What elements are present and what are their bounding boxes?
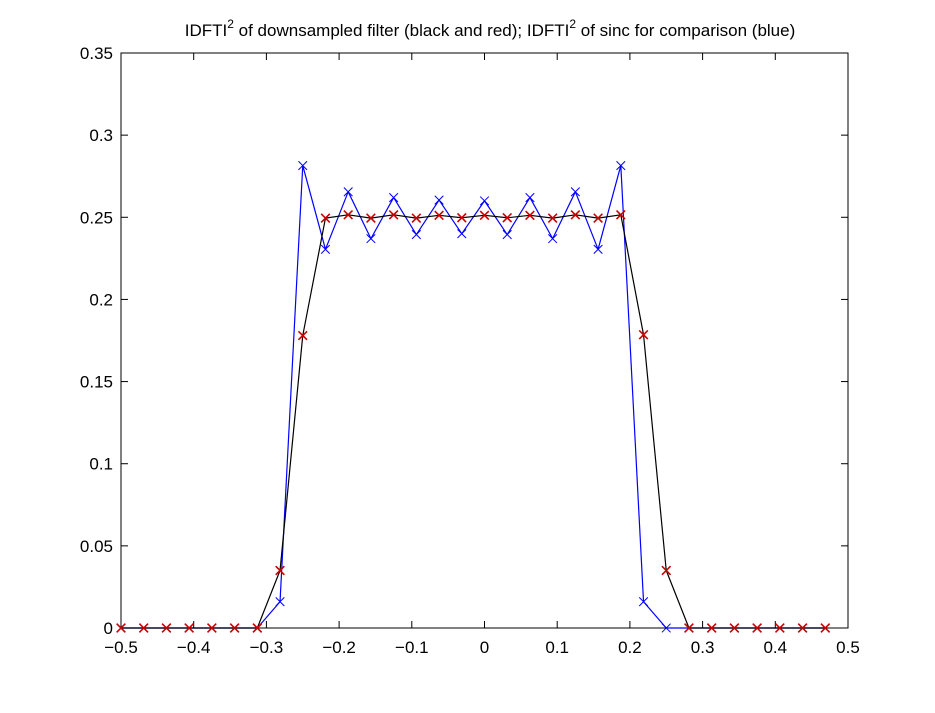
data-point-marker: [593, 244, 603, 254]
series-line: [121, 214, 826, 629]
data-point-marker: [616, 160, 626, 171]
data-point-marker: [298, 160, 308, 171]
data-point-marker: [684, 623, 694, 633]
chart-title: IDFTI2 of downsampled filter (black and …: [185, 17, 796, 40]
data-point-marker: [434, 195, 444, 205]
data-point-marker: [638, 329, 649, 340]
data-point-marker: [570, 187, 581, 197]
x-tick-label: 0.5: [836, 638, 860, 657]
data-point-marker: [252, 623, 263, 633]
title-part-3: of sinc for comparison (blue): [576, 21, 795, 40]
x-tick-label: −0.2: [322, 638, 356, 657]
y-tick-label: 0.3: [89, 126, 113, 145]
data-point-marker: [343, 187, 353, 197]
data-point-marker: [479, 196, 490, 206]
data-point-marker: [343, 209, 354, 220]
data-point-marker: [456, 212, 467, 223]
y-tick-label: 0.15: [80, 373, 113, 392]
data-point-marker: [774, 623, 785, 633]
data-point-marker: [547, 213, 558, 223]
data-point-marker: [661, 565, 672, 576]
data-point-marker: [275, 597, 285, 607]
data-point-marker: [729, 623, 740, 633]
x-tick-label: −0.5: [104, 638, 138, 657]
y-tick-label: 0.2: [89, 290, 113, 309]
data-point-marker: [116, 623, 126, 633]
y-tick-label: 0.25: [80, 208, 113, 227]
data-point-marker: [479, 210, 490, 221]
data-point-marker: [411, 213, 422, 223]
series-1: [116, 209, 831, 633]
axis-ticks: −0.5 −0.4 −0.3 −0.2 −0.1 0 0.1 0.2 0.3 0.4 0.5 0 0.0…: [80, 44, 860, 657]
data-point-marker: [797, 623, 808, 633]
data-point-marker: [388, 192, 399, 203]
data-point-marker: [388, 209, 399, 220]
data-point-marker: [548, 233, 558, 244]
data-series: [116, 160, 831, 633]
data-point-marker: [366, 213, 376, 223]
data-point-marker: [638, 597, 649, 607]
data-point-marker: [570, 209, 581, 220]
data-point-marker: [457, 229, 467, 239]
title-part-2: of downsampled filter (black and red); I…: [234, 21, 569, 40]
data-point-marker: [706, 623, 717, 633]
data-point-marker: [502, 229, 512, 240]
data-point-marker: [320, 244, 331, 254]
title-superscript-2: 2: [569, 17, 576, 31]
x-tick-label: 0.3: [691, 638, 715, 657]
data-point-marker: [297, 330, 308, 341]
data-point-marker: [525, 210, 535, 221]
data-point-marker: [320, 213, 331, 223]
x-tick-label: −0.4: [177, 638, 211, 657]
x-tick-label: 0.1: [545, 638, 569, 657]
data-point-marker: [366, 233, 376, 244]
data-point-marker: [275, 565, 285, 576]
data-point-marker: [502, 212, 513, 223]
data-point-marker: [207, 623, 217, 633]
y-tick-label: 0.35: [80, 44, 113, 63]
plot-area: [120, 52, 849, 629]
data-point-marker: [525, 192, 535, 203]
data-point-marker: [138, 623, 149, 633]
data-point-marker: [820, 623, 831, 633]
y-tick-label: 0.05: [80, 537, 113, 556]
x-tick-label: −0.1: [395, 638, 429, 657]
data-point-marker: [661, 623, 671, 633]
y-tick-label: 0: [104, 619, 113, 638]
data-point-marker: [411, 229, 421, 240]
data-point-marker: [184, 623, 195, 633]
data-point-marker: [615, 209, 626, 220]
data-point-marker: [434, 210, 444, 221]
title-superscript-1: 2: [227, 17, 234, 31]
x-tick-label: 0.4: [763, 638, 787, 657]
y-tick-label: 0.1: [89, 455, 113, 474]
x-tick-label: 0: [480, 638, 489, 657]
title-part-1: IDFTI: [185, 21, 228, 40]
x-tick-label: 0.2: [618, 638, 642, 657]
data-point-marker: [593, 213, 603, 223]
data-point-marker: [161, 623, 172, 633]
x-tick-label: −0.3: [250, 638, 284, 657]
data-point-marker: [229, 623, 240, 633]
data-point-marker: [752, 623, 762, 633]
